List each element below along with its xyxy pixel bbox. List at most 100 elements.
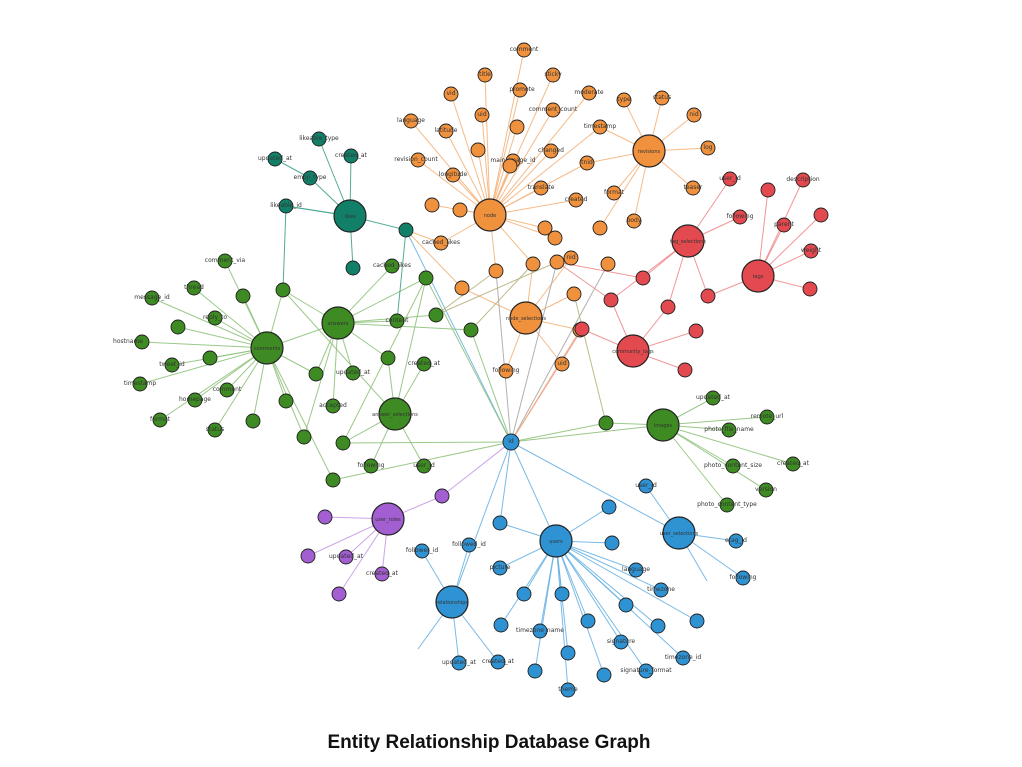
node-revisions[interactable]: revisions xyxy=(632,134,666,168)
node-b-follower-id[interactable]: follower_id xyxy=(406,543,439,559)
node-users[interactable]: users xyxy=(539,524,573,558)
node-o-created[interactable]: created xyxy=(565,192,588,208)
node-r-x10[interactable] xyxy=(677,362,693,378)
node-o-translate[interactable]: translate xyxy=(528,180,555,196)
node-o-x1[interactable] xyxy=(509,119,525,135)
node-g-x1[interactable] xyxy=(235,288,251,304)
node-g-following[interactable]: following xyxy=(358,458,385,474)
node-t-likeable-id[interactable]: likeable_id xyxy=(270,198,302,214)
node-r-following[interactable]: following xyxy=(727,209,754,225)
node-t-likeable-type[interactable]: likeable_type xyxy=(299,131,339,147)
node-r-x3[interactable] xyxy=(802,281,818,297)
node-g-photo-content-type[interactable]: photo_content_type xyxy=(697,497,757,513)
node-g-x12[interactable] xyxy=(418,270,434,286)
node-g-thread[interactable]: thread xyxy=(184,280,204,296)
node-g-user-id[interactable]: user_id xyxy=(413,458,435,474)
node-g-timestamp[interactable]: timestamp xyxy=(124,376,157,392)
node-o-timestamp[interactable]: timestamp xyxy=(584,119,617,135)
node-likes[interactable]: likes xyxy=(333,199,367,233)
node-b-id[interactable]: id xyxy=(502,433,520,451)
node-o-log[interactable]: log xyxy=(700,140,716,156)
node-o-format[interactable]: format xyxy=(604,185,625,201)
node-g-x10[interactable] xyxy=(325,472,341,488)
node-b-timezone-name[interactable]: timezone_name xyxy=(516,623,564,639)
node-o-body[interactable]: body xyxy=(626,213,642,229)
node-b-updated-at[interactable]: updated_at xyxy=(442,655,477,671)
node-o-comment-count[interactable]: comment_count xyxy=(529,102,578,118)
node-g-hostname[interactable]: hostname xyxy=(113,334,150,350)
node-o-moderate[interactable]: moderate xyxy=(574,85,604,101)
node-user-roles[interactable]: user_roles xyxy=(371,502,405,536)
node-g-photo-content-size[interactable]: photo_content_size xyxy=(704,458,762,474)
node-answers[interactable]: answers xyxy=(321,306,355,340)
node-g-updated-at[interactable]: updated_at xyxy=(336,365,371,381)
node-o-longitude[interactable]: longitude xyxy=(439,167,468,183)
node-p-x3[interactable] xyxy=(300,548,316,564)
node-o-promote[interactable]: promote xyxy=(509,82,535,98)
node-g-x13[interactable] xyxy=(428,307,444,323)
node-o-vid[interactable]: vid xyxy=(443,86,459,102)
node-g-x11[interactable] xyxy=(380,350,396,366)
node-b-language[interactable]: language xyxy=(622,562,650,578)
node-node-selections[interactable]: node_selections xyxy=(506,301,546,335)
node-g-format[interactable]: format xyxy=(150,412,171,428)
node-g-created-at2[interactable]: created_at xyxy=(777,456,810,472)
node-r-x6[interactable] xyxy=(635,270,651,286)
node-t-created-at[interactable]: created_at xyxy=(335,148,368,164)
node-o-cached-likes[interactable]: cached_likes xyxy=(422,235,460,251)
node-g-photo-file-name[interactable]: photo_file_name xyxy=(704,422,754,438)
node-o-x7[interactable] xyxy=(549,254,565,270)
node-b-x5[interactable] xyxy=(554,586,570,602)
node-r-x9[interactable] xyxy=(688,323,704,339)
node-g-version[interactable]: version xyxy=(755,482,777,498)
node-g-x5[interactable] xyxy=(245,413,261,429)
node-r-x5[interactable] xyxy=(660,299,676,315)
node-g-reply-to[interactable]: reply_to xyxy=(203,310,227,326)
node-r-user-id[interactable]: user_id xyxy=(719,171,741,187)
node-r-weight[interactable]: weight xyxy=(801,243,822,259)
node-b-x12[interactable] xyxy=(527,663,543,679)
node-o-x12[interactable] xyxy=(452,202,468,218)
node-g-x6[interactable] xyxy=(278,393,294,409)
node-o-nid[interactable]: nid xyxy=(686,107,702,123)
node-r-x2[interactable] xyxy=(813,207,829,223)
node-p-x2[interactable] xyxy=(317,509,333,525)
node-o-x4[interactable] xyxy=(592,220,608,236)
node-g-created-at[interactable]: created_at xyxy=(408,356,441,372)
node-o-x11[interactable] xyxy=(502,158,518,174)
node-g-x15[interactable] xyxy=(598,415,614,431)
node-o-following[interactable]: following xyxy=(493,363,520,379)
node-b-picture[interactable]: picture xyxy=(490,560,511,576)
node-g-tweet-id[interactable]: tweet_id xyxy=(159,357,185,373)
node-b-created-at[interactable]: created_at xyxy=(482,654,515,670)
node-o-x6[interactable] xyxy=(525,256,541,272)
node-g-x3[interactable] xyxy=(170,319,186,335)
node-comments[interactable]: comments xyxy=(250,331,284,365)
node-node[interactable]: node xyxy=(473,198,507,232)
node-g-x14[interactable] xyxy=(463,322,479,338)
node-b-following[interactable]: following xyxy=(730,570,757,586)
node-o-nid2[interactable]: nid xyxy=(563,250,579,266)
node-g-comment-via[interactable]: comment_via xyxy=(205,253,246,269)
node-community-tags[interactable]: community_tags xyxy=(612,334,654,368)
node-o-x10[interactable] xyxy=(454,280,470,296)
node-o-latitude[interactable]: latitude xyxy=(434,123,458,139)
node-o-uid[interactable]: uid xyxy=(474,107,490,123)
node-t-x1[interactable] xyxy=(398,222,414,238)
node-o-x2[interactable] xyxy=(470,142,486,158)
node-g-content[interactable]: content xyxy=(386,313,410,329)
node-images[interactable]: images xyxy=(646,408,680,442)
node-b-x9[interactable] xyxy=(689,613,705,629)
node-o-title[interactable]: title xyxy=(477,67,493,83)
node-b-signature[interactable]: signature xyxy=(607,634,636,650)
node-o-sticky[interactable]: sticky xyxy=(544,67,562,83)
node-g-x7[interactable] xyxy=(296,429,312,445)
node-t-emoji-type[interactable]: emoji_type xyxy=(294,170,327,186)
node-r-x8[interactable] xyxy=(574,321,590,337)
node-o-x13[interactable] xyxy=(537,220,553,236)
node-r-x1[interactable] xyxy=(760,182,776,198)
node-p-x4[interactable] xyxy=(331,586,347,602)
node-b-x7[interactable] xyxy=(618,597,634,613)
node-o-language[interactable]: language xyxy=(397,113,425,129)
node-g-remote-url[interactable]: remote_url xyxy=(751,409,784,425)
